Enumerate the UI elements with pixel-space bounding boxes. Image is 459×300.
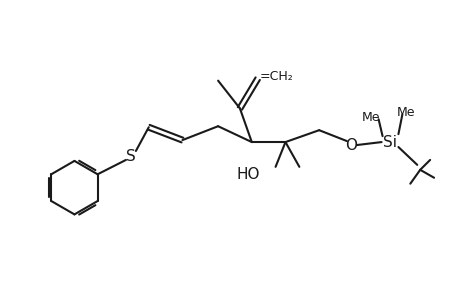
Text: Si: Si — [383, 135, 397, 150]
Text: O: O — [344, 137, 356, 152]
Text: =CH₂: =CH₂ — [259, 70, 293, 83]
Text: HO: HO — [236, 167, 259, 182]
Text: Me: Me — [396, 106, 414, 119]
Text: Me: Me — [361, 111, 379, 124]
Text: S: S — [126, 149, 135, 164]
